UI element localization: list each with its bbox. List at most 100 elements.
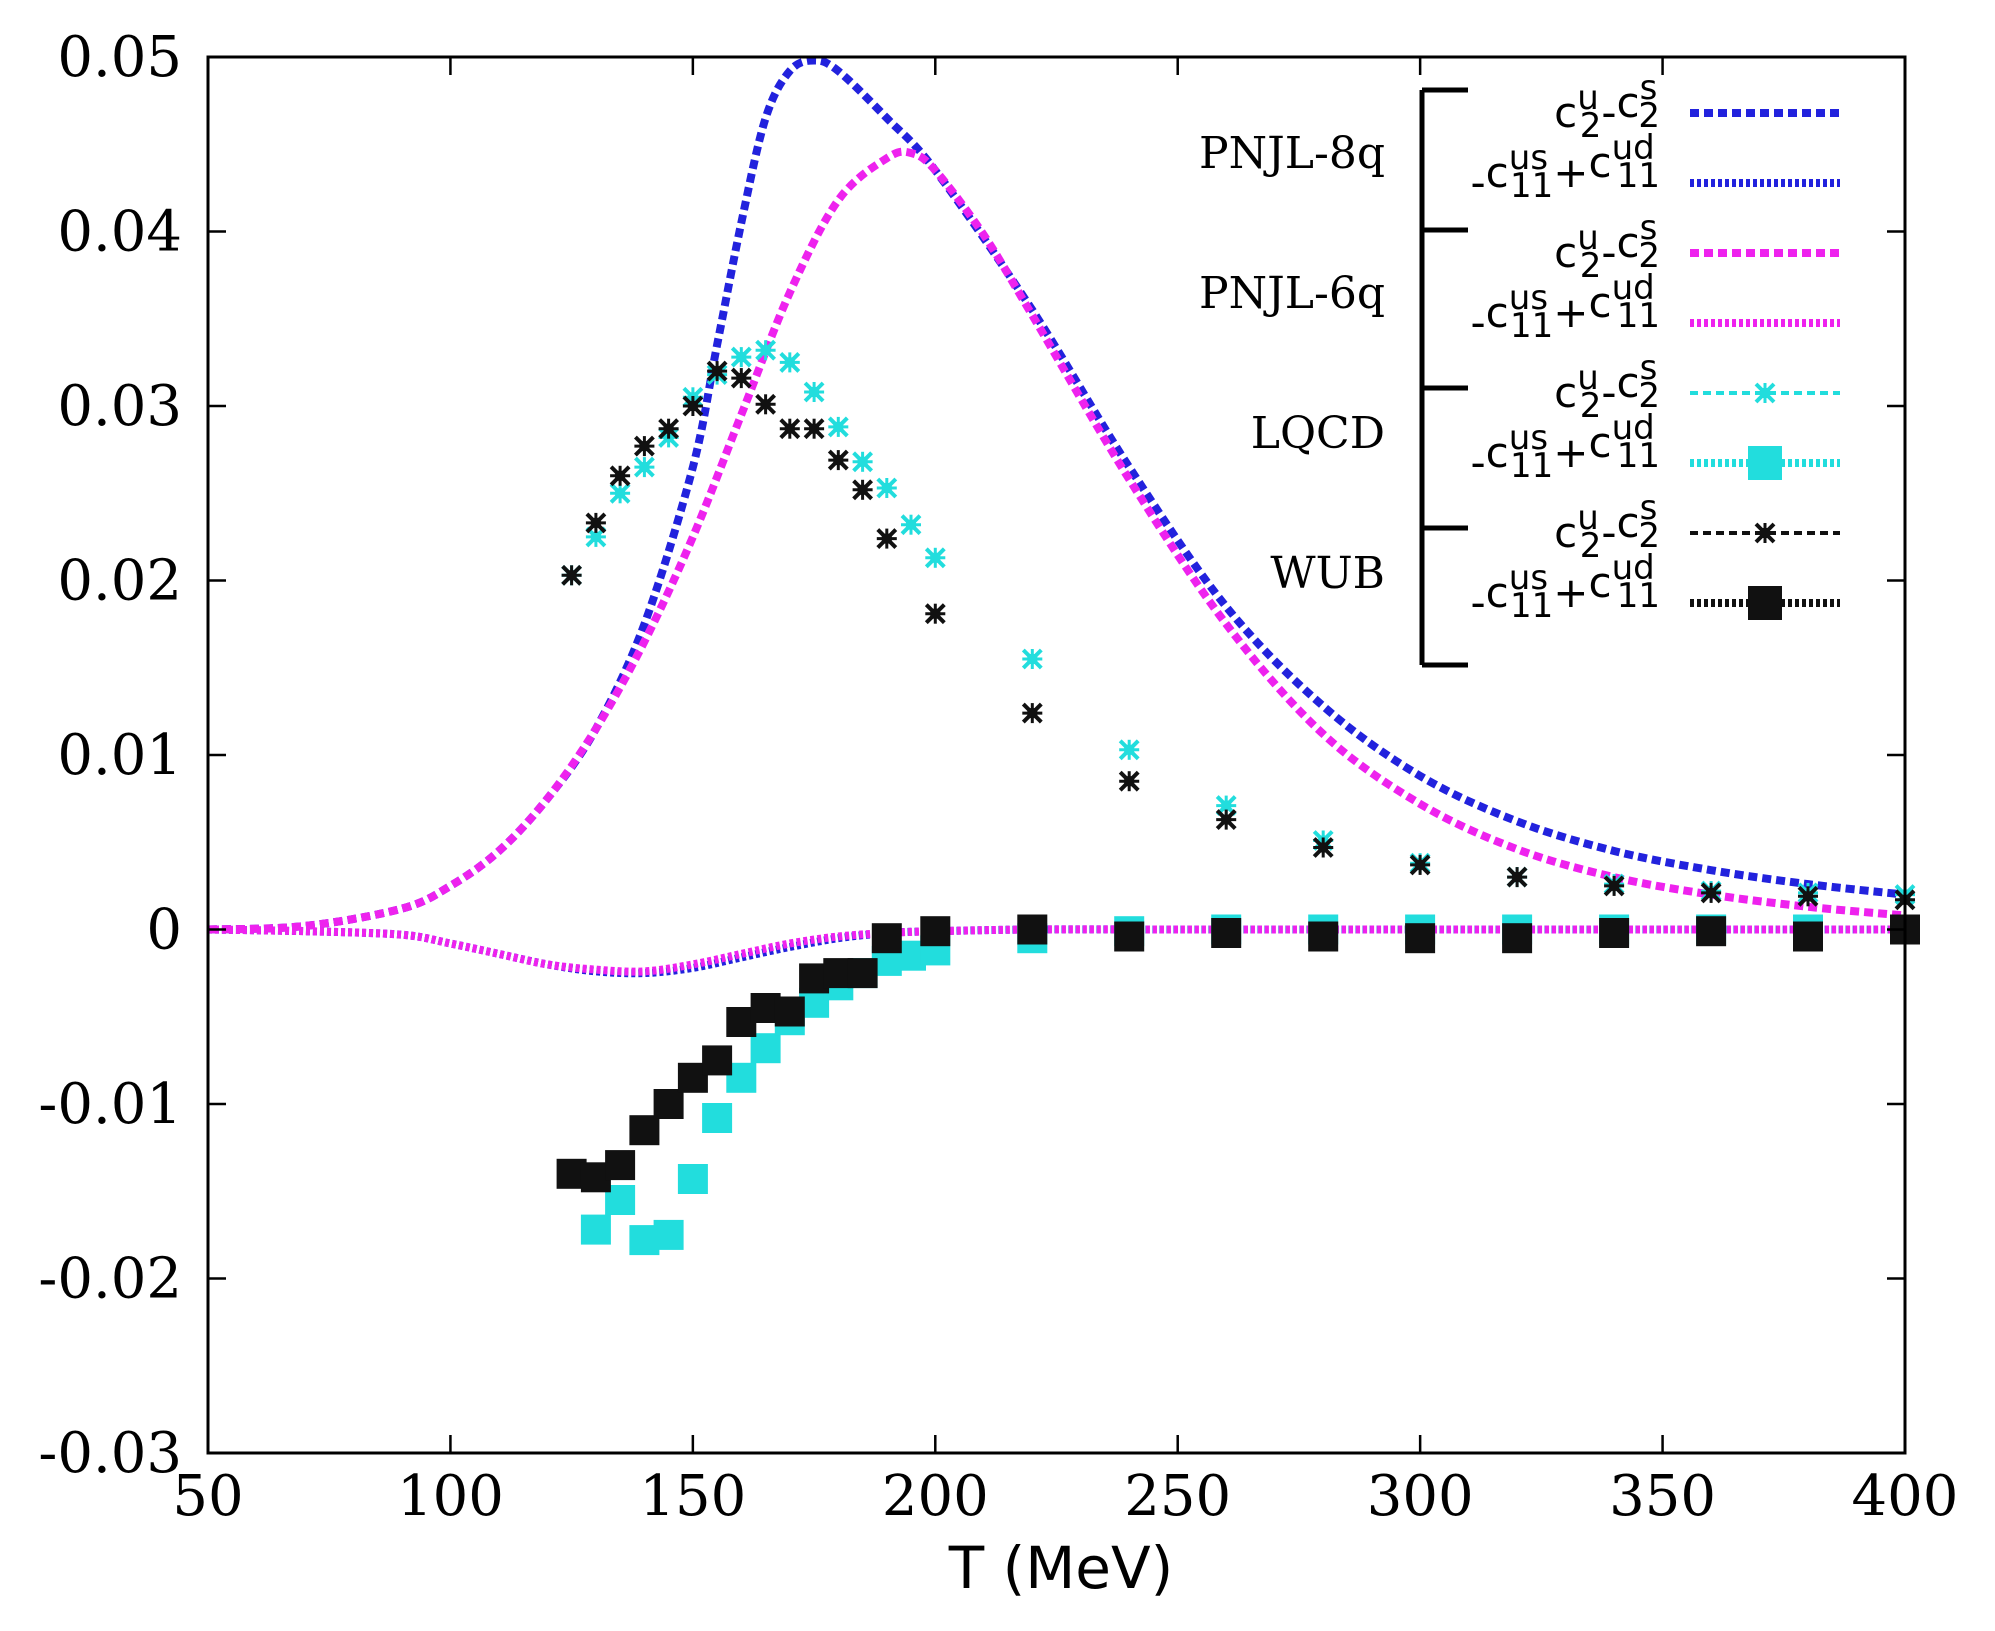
- data-point: [605, 1150, 636, 1181]
- x-tick-label: 50: [172, 1464, 243, 1529]
- data-point: [730, 367, 752, 389]
- marker-core: [857, 484, 868, 495]
- legend-sample-marker: [1754, 522, 1776, 544]
- legend-key-label: cu 2-cs 2: [1554, 68, 1660, 146]
- marker-core: [906, 519, 916, 530]
- data-point: [1506, 866, 1528, 888]
- legend-key-part: c: [1554, 228, 1577, 277]
- y-tick-label: 0.05: [57, 25, 182, 90]
- legend-group-label: PNJL-6q: [1199, 268, 1385, 319]
- legend-key-part: u: [1577, 78, 1599, 118]
- legend-key-label: cu 2-cs 2: [1554, 348, 1660, 426]
- y-tick-label: -0.03: [38, 1421, 182, 1486]
- legend-key-part: ud: [1612, 268, 1655, 308]
- x-tick-label: 200: [882, 1464, 989, 1529]
- legend-key-part: 11: [1510, 166, 1553, 206]
- legend-key-part: us: [1509, 558, 1548, 598]
- y-tick-label: 0.03: [57, 374, 182, 439]
- legend-key-part: -: [1471, 298, 1486, 347]
- data-point: [633, 435, 655, 457]
- marker-core: [1760, 528, 1770, 538]
- legend-key-part: 2: [1638, 96, 1660, 136]
- marker-core: [590, 531, 601, 542]
- legend-key-part: ud: [1612, 128, 1655, 168]
- marker-core: [639, 462, 650, 473]
- marker-core: [736, 352, 747, 363]
- data-point: [1021, 648, 1043, 670]
- legend-key-part: c: [1589, 278, 1612, 327]
- data-point: [876, 528, 898, 550]
- marker-core: [833, 455, 844, 466]
- data-point: [852, 479, 874, 501]
- legend-key-part: us: [1509, 278, 1548, 318]
- marker-core: [566, 570, 577, 581]
- x-axis-title: T (MeV): [948, 1534, 1174, 1602]
- legend-key-label: -cus 11+cud 11: [1471, 408, 1660, 487]
- data-point: [1409, 854, 1431, 876]
- marker-core: [1318, 842, 1329, 853]
- legend-key-label: cu 2-cs 2: [1554, 488, 1660, 566]
- data-point: [629, 1115, 660, 1146]
- marker-core: [687, 401, 698, 411]
- marker-core: [1027, 654, 1038, 664]
- legend-key-part: s: [1640, 68, 1658, 108]
- legend-key-part: -: [1601, 368, 1616, 417]
- marker-core: [809, 423, 820, 434]
- legend-sample-marker: [1754, 382, 1776, 404]
- data-point: [561, 564, 583, 586]
- x-tick-label: 100: [397, 1464, 504, 1529]
- legend-key-label: -cus 11+cud 11: [1471, 128, 1660, 207]
- legend-key-part: -: [1471, 438, 1486, 487]
- data-point: [779, 418, 801, 440]
- legend-key-part: 11: [1510, 446, 1553, 486]
- series-line: [207, 147, 1906, 934]
- data-point: [900, 514, 922, 536]
- legend-key-part: s: [1640, 208, 1658, 248]
- data-point: [702, 1103, 733, 1133]
- legend-key-part: us: [1509, 138, 1548, 178]
- data-point: [920, 916, 951, 947]
- y-tick-label: 0.04: [57, 200, 182, 265]
- marker-core: [760, 345, 771, 356]
- legend-key-part: +: [1553, 428, 1588, 477]
- marker-core: [736, 373, 747, 384]
- marker-core: [1512, 872, 1523, 883]
- marker-core: [881, 533, 892, 544]
- legend-key-part: u: [1577, 358, 1599, 398]
- data-point: [779, 351, 801, 373]
- marker-core: [639, 441, 650, 452]
- series-wub-lower: [556, 914, 1920, 1193]
- legend-key-part: 2: [1638, 376, 1660, 416]
- marker-core: [881, 483, 892, 493]
- marker-core: [784, 357, 795, 368]
- marker-core: [930, 552, 941, 563]
- data-point: [682, 395, 704, 417]
- marker-core: [712, 366, 723, 377]
- marker-core: [1760, 388, 1770, 398]
- data-point: [847, 958, 878, 989]
- legend-key-part: u: [1577, 498, 1599, 538]
- data-point: [609, 482, 631, 504]
- data-point: [803, 381, 825, 403]
- legend-key-part: c: [1486, 428, 1509, 477]
- data-point: [1696, 916, 1727, 947]
- data-point: [1114, 921, 1145, 952]
- legend-key-part: 2: [1580, 246, 1602, 286]
- data-point: [924, 547, 946, 569]
- legend-sample-marker: [1748, 446, 1782, 480]
- legend-key-part: -: [1601, 88, 1616, 137]
- data-point: [1312, 837, 1334, 858]
- data-point: [774, 996, 805, 1027]
- legend-key-part: 11: [1617, 156, 1660, 196]
- data-point: [1405, 923, 1436, 954]
- data-point: [827, 449, 849, 471]
- legend-key-part: 11: [1617, 576, 1660, 616]
- y-tick-label: 0.01: [57, 723, 182, 788]
- data-point: [1603, 875, 1625, 897]
- data-point: [871, 923, 902, 954]
- data-point: [1502, 923, 1533, 954]
- data-point: [750, 1033, 781, 1064]
- data-point: [1021, 702, 1043, 724]
